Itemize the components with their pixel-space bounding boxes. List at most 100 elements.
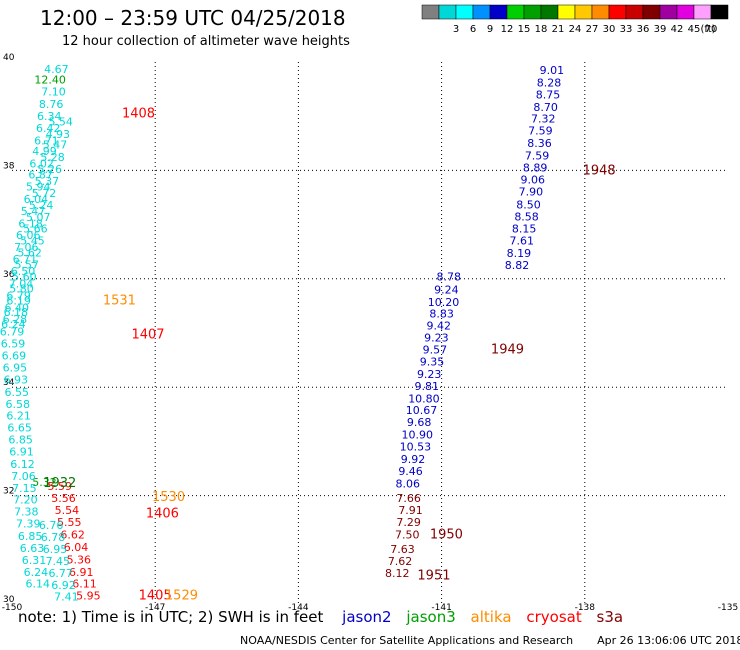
legend-note: note: 1) Time is in UTC; 2) SWH is in fe… <box>18 608 324 626</box>
wave-height-value: 8.83 <box>429 307 454 320</box>
wave-height-value: 5.37 <box>35 175 60 188</box>
color-scale-label: 6 <box>470 24 476 35</box>
color-scale-label: 33 <box>620 24 633 35</box>
wave-height-value: 6.28 <box>3 313 28 326</box>
wave-height-value: 6.76 <box>39 519 64 532</box>
wave-height-value: 8.36 <box>527 137 552 150</box>
wave-height-value: 9.81 <box>415 380 440 393</box>
pass-time-label: 1406 <box>146 506 179 521</box>
wave-height-value: 7.90 <box>519 185 544 198</box>
wave-height-value: 6.18 <box>18 217 43 230</box>
wave-height-value: 7.45 <box>46 555 71 568</box>
color-scale-bar: 3 6 9 12 15 18 21 24 27 30 33 36 39 42 45 70(ft) <box>421 4 729 35</box>
wave-height-value: 9.01 <box>540 64 565 77</box>
color-scale-label: 18 <box>535 24 548 35</box>
wave-height-value: 6.85 <box>8 434 33 447</box>
wave-height-value: 6.58 <box>5 398 30 411</box>
wave-height-value: 8.50 <box>516 198 541 211</box>
wave-height-value: 8.78 <box>437 270 462 283</box>
wave-height-value: 12.40 <box>34 74 66 87</box>
wave-height-value: 5.54 <box>48 115 73 128</box>
wave-height-value: 9.23 <box>417 368 442 381</box>
chart-title: 12:00 – 23:59 UTC 04/25/2018 <box>40 6 346 30</box>
wave-height-value: 7.38 <box>14 506 39 519</box>
wave-height-value: 6.24 <box>24 566 49 579</box>
wave-height-value: 7.06 <box>11 470 36 483</box>
wave-height-value: 6.19 <box>6 294 31 307</box>
timestamp-text: Apr 26 13:06:06 UTC 2018 <box>597 634 740 647</box>
x-tick-label: -135 <box>718 603 738 612</box>
wave-height-plot: -150 -147 -144 -141 -138 -135 30 32 34 36 38 40 9.01… <box>0 53 738 612</box>
wave-height-value: 8.75 <box>536 88 561 101</box>
wave-height-value: 5.45 <box>20 235 45 248</box>
pass-time-label: 1932 <box>43 476 76 491</box>
wave-height-value: 6.71 <box>34 134 59 147</box>
color-scale-label: 42 <box>671 24 684 35</box>
wave-height-value: 5.72 <box>32 187 57 200</box>
wave-height-value: 6.24 <box>1 318 26 331</box>
wave-height-value: 7.59 <box>528 125 553 138</box>
wave-height-value: 7.15 <box>12 482 37 495</box>
wave-height-value: 6.12 <box>10 458 35 471</box>
wave-height-value: 6.63 <box>20 542 45 555</box>
wave-height-value: 6.21 <box>6 410 31 423</box>
credit-text: NOAA/NESDIS Center for Satellite Applica… <box>240 634 574 647</box>
wave-height-value: 5.28 <box>40 151 65 164</box>
y-tick-label: 34 <box>3 378 15 388</box>
wave-height-value: 7.91 <box>398 504 423 517</box>
wave-height-value: 5.47 <box>43 139 68 152</box>
wave-height-value: 8.70 <box>533 101 558 114</box>
wave-height-value: 5.24 <box>29 199 54 212</box>
y-tick-label: 40 <box>3 53 15 63</box>
y-tick-label: 30 <box>3 595 15 605</box>
wave-height-value: 5.07 <box>26 211 51 224</box>
wave-height-value: 5.26 <box>37 163 62 176</box>
color-scale-label: 21 <box>552 24 565 35</box>
wave-height-value: 6.06 <box>16 229 41 242</box>
color-scale-label: 15 <box>518 24 531 35</box>
color-swatch <box>710 4 729 20</box>
wave-height-value: 9.46 <box>398 465 423 478</box>
wave-height-value: 6.91 <box>9 445 34 458</box>
wave-height-value: 10.67 <box>406 404 438 417</box>
wave-height-value: 10.80 <box>408 392 440 405</box>
wave-height-value: 6.04 <box>64 541 89 554</box>
chart-subtitle: 12 hour collection of altimeter wave hei… <box>62 34 350 49</box>
wave-height-value: 7.04 <box>9 277 34 290</box>
wave-height-value: 8.12 <box>385 567 410 580</box>
wave-height-value: 6.77 <box>48 567 73 580</box>
pass-time-label: 1408 <box>122 106 155 121</box>
wave-height-value: 6.95 <box>3 361 28 374</box>
y-tick-label: 38 <box>3 161 15 171</box>
wave-height-value: 9.57 <box>423 344 448 357</box>
color-scale-label: 70 <box>705 24 718 35</box>
wave-height-value: 5.55 <box>57 516 82 529</box>
pass-time-label: 1949 <box>491 343 524 358</box>
wave-height-value: 5.60 <box>12 270 37 283</box>
color-scale-label: 3 <box>453 24 459 35</box>
wave-height-value: 6.65 <box>7 422 32 435</box>
color-scale-label: 24 <box>569 24 582 35</box>
wave-height-value: 7.06 <box>14 241 39 254</box>
wave-height-value: 8.82 <box>505 259 530 272</box>
wave-height-value: 7.32 <box>531 113 556 126</box>
wave-height-value: 5.32 <box>32 476 57 489</box>
color-scale-label: 36 <box>637 24 650 35</box>
x-tick-label: -138 <box>575 603 596 612</box>
wave-height-value: 6.93 <box>4 373 29 386</box>
wave-height-value: 6.04 <box>24 193 49 206</box>
wave-height-value: 5.57 <box>15 259 40 272</box>
wave-height-value: 6.40 <box>5 301 30 314</box>
wave-height-value: 7.59 <box>525 150 550 163</box>
pass-time-label: 1529 <box>165 589 198 604</box>
legend-item-altika: altika <box>470 608 512 626</box>
wave-height-value: 6.69 <box>2 350 27 363</box>
wave-height-value: 6.62 <box>60 528 85 541</box>
x-tick-label: -141 <box>431 603 451 612</box>
color-scale-label: 30 <box>603 24 616 35</box>
wave-height-value: 6.79 <box>0 326 24 339</box>
footer-credit: NOAA/NESDIS Center for Satellite Applica… <box>240 634 740 647</box>
wave-height-value: 6.79 <box>6 289 31 302</box>
legend-item-s3a: s3a <box>596 608 624 626</box>
wave-height-value: 8.89 <box>523 161 548 174</box>
